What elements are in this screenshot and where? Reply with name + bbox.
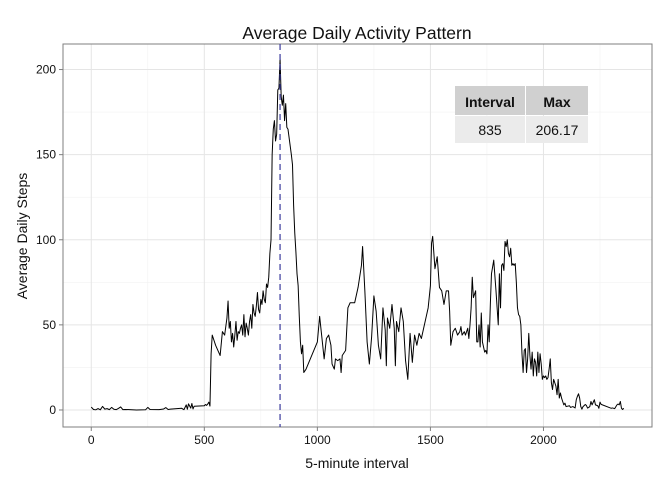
table-value-max: 206.17 (536, 122, 579, 138)
y-tick-label: 0 (49, 403, 56, 417)
x-tick-label: 1500 (417, 433, 444, 447)
table-header-cell-interval (455, 86, 525, 115)
table-header-max: Max (543, 94, 570, 110)
x-tick-label: 1000 (304, 433, 331, 447)
table-header-cell-max (526, 86, 588, 115)
x-axis-title: 5-minute interval (305, 455, 409, 471)
y-tick-label: 200 (36, 63, 56, 77)
x-tick-label: 500 (194, 433, 214, 447)
table-value-interval: 835 (478, 122, 502, 138)
x-axis: 0 500 1000 1500 2000 (88, 427, 557, 447)
y-tick-label: 100 (36, 233, 56, 247)
table-cell-max (526, 116, 588, 143)
y-tick-label: 150 (36, 148, 56, 162)
y-tick-label: 50 (43, 318, 57, 332)
y-axis: 0 50 100 150 200 (36, 63, 63, 417)
plot-panel-border (62, 43, 653, 428)
chart-title: Average Daily Activity Pattern (242, 23, 471, 43)
x-tick-label: 0 (88, 433, 95, 447)
table-cell-interval (455, 116, 525, 143)
series-line (90, 58, 625, 411)
y-axis-title: Average Daily Steps (14, 173, 30, 300)
x-tick-label: 2000 (530, 433, 557, 447)
grid-lines (63, 44, 652, 427)
max-table: Interval Max 835 206.17 (455, 86, 588, 143)
table-header-interval: Interval (465, 94, 515, 110)
